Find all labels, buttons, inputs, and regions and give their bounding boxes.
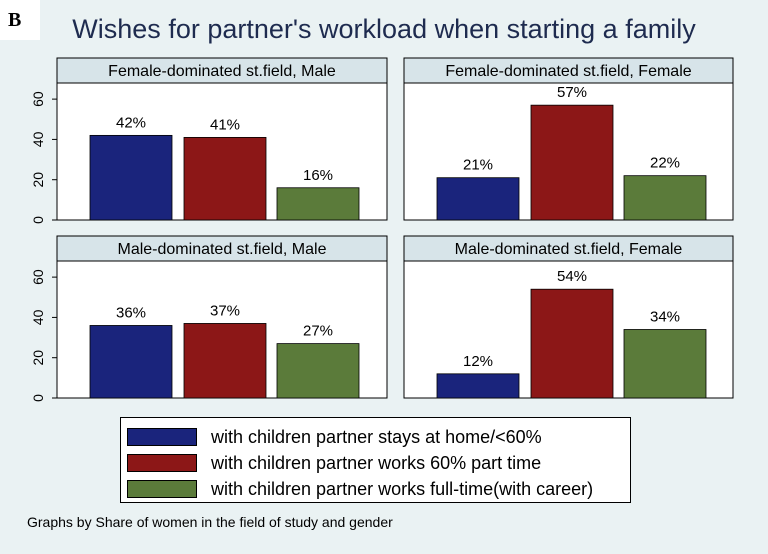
legend-label: with children partner works 60% part tim… (211, 452, 542, 473)
y-tick-label: 20 (30, 350, 46, 366)
y-tick-label: 40 (30, 309, 46, 325)
y-tick-label: 0 (30, 216, 46, 224)
legend-label: with children partner works full-time(wi… (211, 478, 594, 499)
bar (436, 177, 520, 221)
panel-title: Female-dominated st.field, Female (445, 63, 691, 80)
panel-title: Male-dominated st.field, Female (455, 241, 683, 258)
bar (183, 323, 267, 399)
bar (276, 343, 360, 399)
data-label: 42% (116, 114, 146, 131)
data-label: 12% (463, 353, 493, 370)
panel-title: Male-dominated st.field, Male (118, 241, 327, 258)
legend: with children partner stays at home/<60%… (120, 417, 631, 503)
data-label: 37% (210, 302, 240, 319)
legend-item: with children partner works 60% part tim… (127, 450, 630, 476)
chart-title: Wishes for partner's workload when start… (72, 14, 696, 44)
data-label: 27% (303, 323, 333, 340)
data-label: 57% (557, 84, 587, 101)
data-label: 36% (116, 304, 146, 321)
data-label: 21% (463, 157, 493, 174)
y-tick-label: 20 (30, 172, 46, 188)
legend-label: with children partner stays at home/<60% (211, 426, 542, 447)
bar (436, 373, 520, 399)
legend-item: with children partner stays at home/<60% (127, 424, 630, 450)
chart-note: Graphs by Share of women in the field of… (27, 514, 393, 530)
y-tick-label: 40 (30, 131, 46, 147)
panel-header (56, 235, 388, 262)
y-tick-label: 60 (30, 91, 46, 107)
data-label: 41% (210, 116, 240, 133)
data-label: 22% (650, 155, 680, 172)
panel-header (403, 57, 734, 84)
panel-header (403, 235, 734, 262)
bar (183, 136, 267, 221)
data-label: 54% (557, 268, 587, 285)
bar (276, 187, 360, 221)
legend-swatch (127, 454, 197, 472)
bar (89, 134, 173, 221)
legend-swatch (127, 480, 197, 498)
panel-title: Female-dominated st.field, Male (108, 63, 336, 80)
data-label: 16% (303, 167, 333, 184)
panel-letter: B (0, 0, 40, 40)
bar (623, 175, 707, 221)
data-label: 34% (650, 309, 680, 326)
legend-item: with children partner works full-time(wi… (127, 476, 630, 502)
bar (530, 104, 614, 221)
bar (623, 329, 707, 399)
y-tick-label: 60 (30, 269, 46, 285)
bar (89, 325, 173, 399)
panel-header (56, 57, 388, 84)
bar (530, 288, 614, 399)
legend-swatch (127, 428, 197, 446)
y-tick-label: 0 (30, 394, 46, 402)
